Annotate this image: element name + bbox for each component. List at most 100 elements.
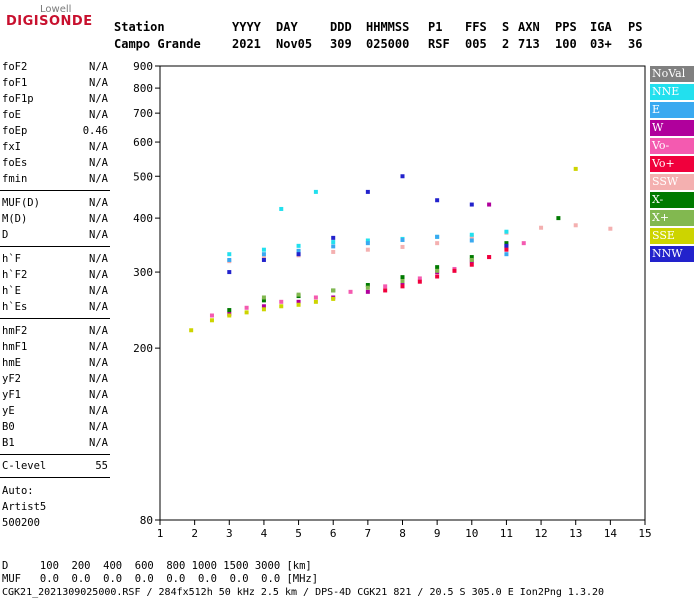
y-tick-label: 400 xyxy=(133,212,153,225)
header-s-label: S xyxy=(502,20,510,34)
data-point xyxy=(279,304,284,309)
param-row: yF1 N/A xyxy=(2,389,108,405)
param-name: hmF2 xyxy=(2,325,28,337)
x-tick-label: 9 xyxy=(434,527,441,540)
data-point xyxy=(469,257,474,262)
param-value: N/A xyxy=(89,437,108,449)
footer-info: CGK21_2021309025000.RSF / 284fx512h 50 k… xyxy=(2,587,605,598)
param-name: yF1 xyxy=(2,389,21,401)
x-tick-label: 12 xyxy=(534,527,547,540)
param-name: h`F2 xyxy=(2,269,28,281)
data-point xyxy=(261,307,266,312)
data-point xyxy=(227,252,232,257)
param-value: N/A xyxy=(89,357,108,369)
param-value: N/A xyxy=(89,213,108,225)
data-point xyxy=(313,299,318,304)
param-value: N/A xyxy=(89,373,108,385)
header-ps-value: 36 xyxy=(628,37,643,51)
y-tick-label: 600 xyxy=(133,136,153,149)
legend-item-noval: NoVal xyxy=(650,66,694,82)
param-row: hmF1 N/A xyxy=(2,341,108,357)
param-row: B0 N/A xyxy=(2,421,108,437)
data-point xyxy=(261,298,266,303)
data-point xyxy=(400,279,405,284)
x-tick-label: 7 xyxy=(365,527,372,540)
param-row: foF1 N/A xyxy=(2,77,108,93)
y-tick-label: 200 xyxy=(133,342,153,355)
data-point xyxy=(435,234,440,239)
data-point xyxy=(383,288,388,293)
header-hhmmss-label: HHMMSS xyxy=(366,20,410,34)
data-point xyxy=(469,262,474,267)
data-point xyxy=(469,232,474,237)
param-value: N/A xyxy=(89,77,108,89)
param-row: M(D) N/A xyxy=(2,213,108,229)
data-point xyxy=(435,265,440,270)
param-value: N/A xyxy=(89,405,108,417)
data-point xyxy=(331,235,336,240)
param-name: foF2 xyxy=(2,61,28,73)
data-point xyxy=(296,248,301,253)
param-row: fxI N/A xyxy=(2,141,108,157)
data-point xyxy=(469,255,474,260)
header-iga-value: 03+ xyxy=(590,37,612,51)
param-row: h`F2 N/A xyxy=(2,269,108,285)
data-point xyxy=(227,270,232,275)
param-value: N/A xyxy=(89,325,108,337)
data-point xyxy=(556,216,561,221)
data-point xyxy=(504,229,509,234)
param-row: foE N/A xyxy=(2,109,108,125)
param-row: h`Es N/A xyxy=(2,301,108,317)
data-point xyxy=(365,289,370,294)
param-divider xyxy=(0,318,110,319)
data-point xyxy=(313,189,318,194)
data-point xyxy=(331,240,336,245)
data-point xyxy=(487,255,492,260)
data-point xyxy=(331,296,336,301)
data-point xyxy=(400,244,405,249)
x-tick-label: 10 xyxy=(465,527,478,540)
plot-frame xyxy=(159,65,646,521)
data-point xyxy=(296,243,301,248)
data-point xyxy=(331,288,336,293)
param-value: N/A xyxy=(89,141,108,153)
param-row: foEs N/A xyxy=(2,157,108,173)
data-point xyxy=(261,257,266,262)
header-ps-label: PS xyxy=(628,20,643,34)
y-tick-label: 700 xyxy=(133,107,153,120)
data-point xyxy=(573,223,578,228)
data-point xyxy=(504,241,509,246)
x-tick-label: 2 xyxy=(191,527,198,540)
param-name: foF1 xyxy=(2,77,28,89)
param-name: hmF1 xyxy=(2,341,28,353)
legend-label: NoVal xyxy=(652,67,686,80)
legend-item-vo-plus: Vo+ xyxy=(650,156,694,172)
param-name: h`E xyxy=(2,285,21,297)
header-p1-label: P1 xyxy=(428,20,443,34)
data-point xyxy=(348,289,353,294)
legend-label: Vo+ xyxy=(652,157,675,170)
data-point xyxy=(539,225,544,230)
data-point xyxy=(435,274,440,279)
chart-axes: 1 2 3 4 5 6 7 8 9 10 11 12 13 14 158020030040050060070… xyxy=(133,60,652,540)
header-hhmmss-value: 025000 xyxy=(366,37,410,51)
data-point xyxy=(469,202,474,207)
param-value: N/A xyxy=(89,285,108,297)
clevel-value: 55 xyxy=(95,460,108,472)
legend-item-sse: SSE xyxy=(650,228,694,244)
auto-artist: Artist5 xyxy=(2,501,47,513)
data-point xyxy=(189,328,194,333)
param-row: foEp 0.46 xyxy=(2,125,108,141)
header-station-label: Station xyxy=(114,20,165,34)
legend-item-ssw: SSW xyxy=(650,174,694,190)
param-name: B0 xyxy=(2,421,15,433)
data-point xyxy=(469,238,474,243)
data-point xyxy=(331,244,336,249)
legend-item-vo-minus: Vo- xyxy=(650,138,694,154)
param-value: N/A xyxy=(89,197,108,209)
data-point xyxy=(400,237,405,242)
param-divider xyxy=(0,190,110,191)
x-tick-label: 6 xyxy=(330,527,337,540)
y-tick-label: 500 xyxy=(133,170,153,183)
